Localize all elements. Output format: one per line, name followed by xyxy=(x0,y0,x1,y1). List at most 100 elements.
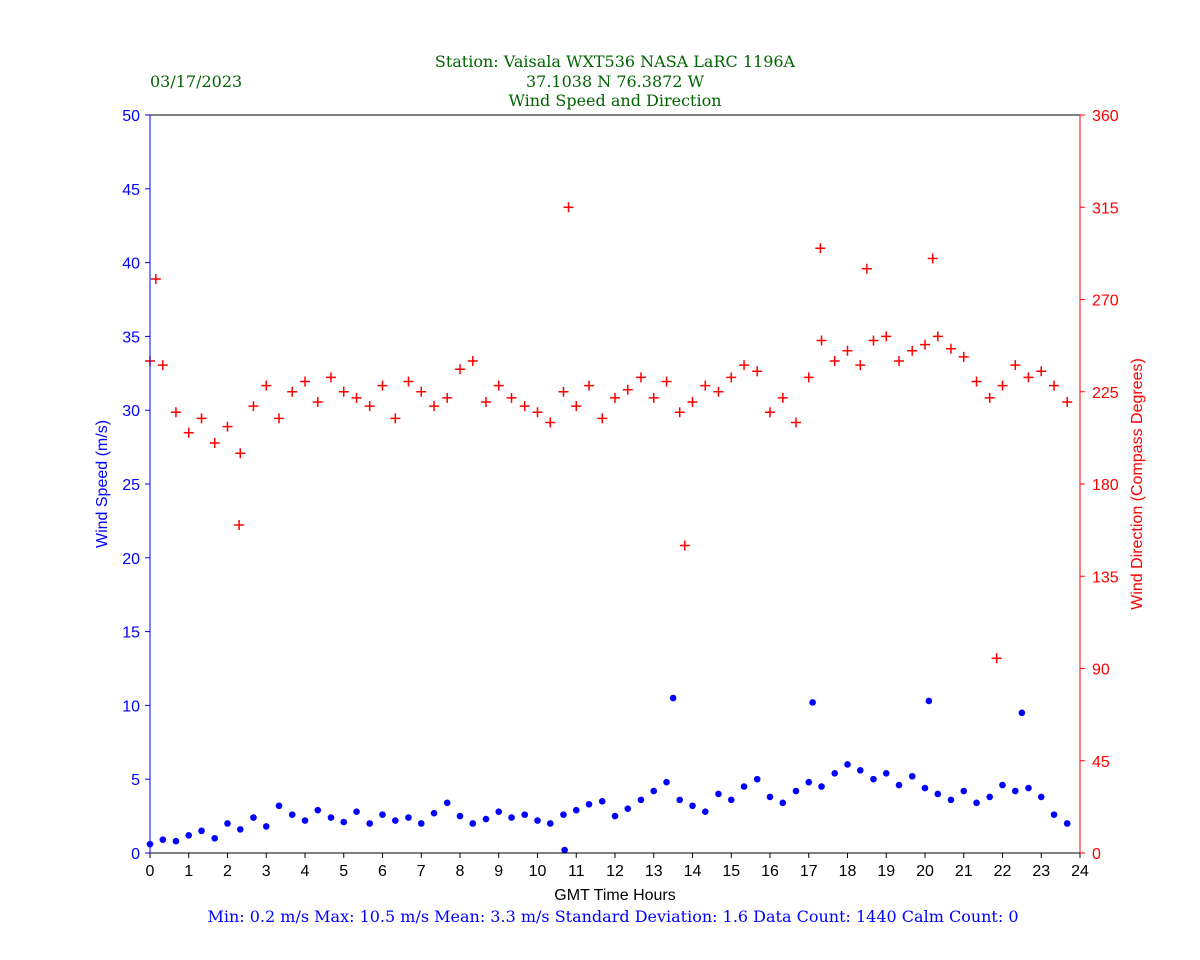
direction-point xyxy=(1062,397,1073,407)
speed-point xyxy=(779,799,787,807)
speed-series xyxy=(146,694,1071,854)
direction-point xyxy=(390,413,401,424)
direction-point xyxy=(920,339,930,350)
y2-tick-label: 135 xyxy=(1092,569,1119,586)
speed-point xyxy=(327,814,335,821)
y2-tick-label: 90 xyxy=(1092,662,1110,679)
direction-point xyxy=(150,274,161,284)
y2-tick-label: 0 xyxy=(1092,846,1101,863)
plot-marks xyxy=(145,202,1073,854)
speed-point xyxy=(921,784,929,792)
x-tick-label: 0 xyxy=(146,863,155,880)
x-tick-label: 9 xyxy=(494,863,503,880)
direction-point xyxy=(815,243,826,254)
x-tick-label: 2 xyxy=(223,863,232,880)
speed-point xyxy=(585,800,593,808)
speed-point xyxy=(275,802,283,810)
x-tick-label: 12 xyxy=(606,863,624,880)
direction-point xyxy=(467,356,478,366)
speed-point xyxy=(417,820,425,827)
y-tick-label: 5 xyxy=(131,772,140,789)
direction-point xyxy=(545,417,556,428)
y-tick-label: 35 xyxy=(122,329,140,346)
direction-point xyxy=(196,413,207,424)
direction-point xyxy=(945,343,956,354)
speed-point xyxy=(198,827,205,835)
direction-point xyxy=(506,392,517,403)
direction-point xyxy=(287,386,298,397)
direction-point xyxy=(480,397,491,407)
direction-point xyxy=(261,380,272,391)
y-tick-label: 10 xyxy=(122,698,140,715)
speed-point xyxy=(314,806,322,814)
direction-point xyxy=(532,407,543,418)
y2-tick-label: 360 xyxy=(1092,108,1119,125)
y-tick-label: 15 xyxy=(122,625,140,642)
direction-point xyxy=(894,356,905,366)
y-tick-label: 25 xyxy=(122,477,140,494)
speed-point xyxy=(844,761,851,768)
speed-point xyxy=(1050,811,1058,818)
direction-point xyxy=(597,413,608,424)
speed-point xyxy=(456,812,464,820)
speed-point xyxy=(753,775,761,783)
chart-title: Wind Speed and Direction xyxy=(508,91,721,110)
x-tick-label: 5 xyxy=(339,863,348,880)
speed-point xyxy=(561,846,568,854)
x-tick-label: 22 xyxy=(994,863,1012,880)
direction-point xyxy=(958,351,969,362)
direction-point xyxy=(222,421,233,432)
speed-point xyxy=(947,796,955,804)
speed-point xyxy=(809,699,816,706)
speed-point xyxy=(262,823,270,830)
direction-point xyxy=(364,401,375,412)
x-tick-label: 14 xyxy=(684,863,702,880)
x-axis-label: GMT Time Hours xyxy=(554,887,676,904)
direction-point xyxy=(635,372,646,383)
speed-point xyxy=(999,781,1006,789)
direction-point xyxy=(157,360,168,371)
direction-point xyxy=(455,364,465,375)
direction-point xyxy=(622,384,633,395)
direction-point xyxy=(235,448,246,459)
y2-tick-label: 225 xyxy=(1092,385,1119,402)
speed-point xyxy=(185,831,193,839)
direction-point xyxy=(842,345,853,356)
speed-point xyxy=(792,787,800,795)
direction-point xyxy=(927,253,938,264)
speed-point xyxy=(224,820,231,827)
direction-point xyxy=(984,392,995,403)
speed-point xyxy=(469,820,477,827)
x-tick-label: 23 xyxy=(1032,863,1050,880)
direction-point xyxy=(563,202,574,213)
speed-point xyxy=(495,808,503,815)
direction-point xyxy=(1049,380,1060,391)
speed-point xyxy=(637,796,645,804)
speed-point xyxy=(973,799,980,807)
speed-point xyxy=(534,817,541,824)
direction-point xyxy=(932,331,943,342)
x-tick-label: 7 xyxy=(417,863,426,880)
speed-point xyxy=(443,799,451,807)
direction-point xyxy=(351,392,362,403)
direction-point xyxy=(519,401,530,412)
direction-point xyxy=(790,417,801,428)
speed-point xyxy=(340,818,348,826)
speed-point xyxy=(1025,784,1032,792)
direction-point xyxy=(429,401,440,412)
direction-point xyxy=(648,392,659,403)
direction-point xyxy=(861,263,872,274)
y2-axis-label: Wind Direction (Compass Degrees) xyxy=(1129,358,1146,610)
speed-point xyxy=(715,790,722,798)
speed-point xyxy=(882,769,890,777)
speed-point xyxy=(598,798,606,805)
speed-point xyxy=(895,781,903,789)
x-tick-label: 20 xyxy=(916,863,934,880)
direction-point xyxy=(713,386,724,397)
y-tick-label: 20 xyxy=(122,551,140,568)
speed-point xyxy=(650,787,658,795)
direction-point xyxy=(1036,366,1047,377)
direction-series xyxy=(145,202,1073,664)
speed-point xyxy=(805,778,813,786)
